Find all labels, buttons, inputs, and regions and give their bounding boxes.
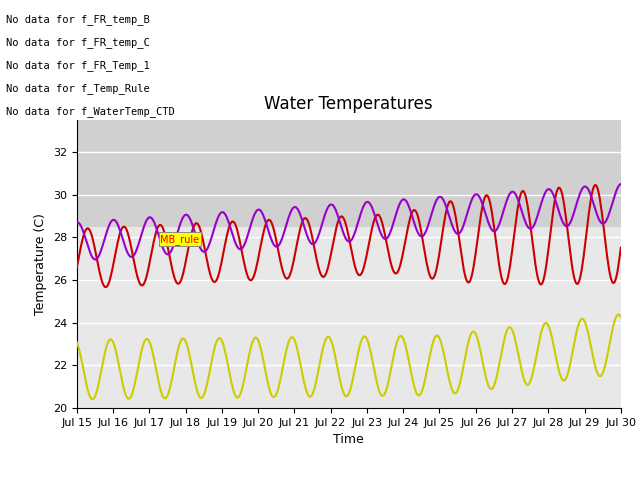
Text: No data for f_Temp_Rule: No data for f_Temp_Rule — [6, 84, 150, 95]
Text: MB_rule: MB_rule — [160, 234, 199, 244]
Legend: FR_temp_A, WaterT, CondTemp: FR_temp_A, WaterT, CondTemp — [173, 478, 524, 480]
Text: No data for f_WaterTemp_CTD: No data for f_WaterTemp_CTD — [6, 107, 175, 118]
Text: No data for f_FR_temp_B: No data for f_FR_temp_B — [6, 14, 150, 25]
X-axis label: Time: Time — [333, 433, 364, 446]
Text: No data for f_FR_temp_C: No data for f_FR_temp_C — [6, 37, 150, 48]
Bar — [77, 120, 621, 227]
Y-axis label: Temperature (C): Temperature (C) — [35, 213, 47, 315]
Text: No data for f_FR_Temp_1: No data for f_FR_Temp_1 — [6, 60, 150, 72]
Title: Water Temperatures: Water Temperatures — [264, 95, 433, 113]
